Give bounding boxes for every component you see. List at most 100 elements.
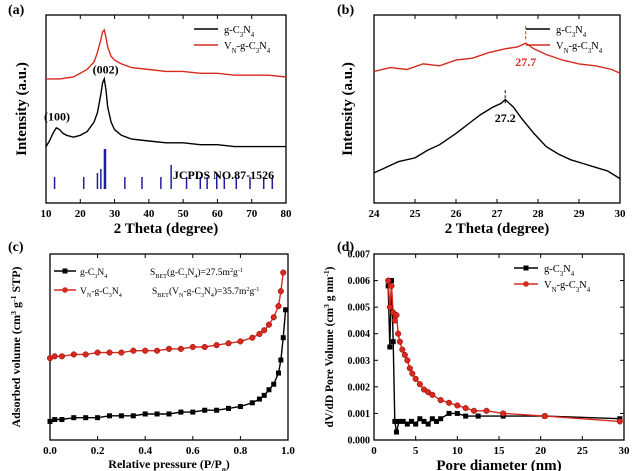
panel-label: (b) <box>337 3 354 18</box>
data-point <box>395 330 402 337</box>
legend-sbet: SBET(g-C3N4)=27.5m2g-1 <box>150 267 243 280</box>
legend-entry: g-C3N4 <box>224 25 255 39</box>
data-point <box>437 397 444 404</box>
data-point <box>265 321 273 328</box>
data-point <box>213 342 220 349</box>
y-tick-label: 0.005 <box>348 303 371 314</box>
data-point <box>275 370 281 376</box>
data-point <box>413 421 419 427</box>
series-line-g-c3n4 <box>373 98 621 180</box>
x-tick-label: 0.0 <box>43 445 57 457</box>
y-tick-label: 0.006 <box>348 276 371 287</box>
y-tick-label: 0.000 <box>348 436 371 447</box>
x-tick-label: 0.2 <box>91 445 105 457</box>
panel-label: (a) <box>8 3 25 18</box>
data-point <box>445 399 453 406</box>
data-point <box>249 334 256 341</box>
data-point <box>434 418 439 424</box>
data-point <box>51 353 58 360</box>
data-point <box>463 413 469 419</box>
x-tick-label: 27 <box>492 208 504 220</box>
x-tick-label: 70 <box>246 208 258 220</box>
data-point <box>82 351 89 358</box>
data-point <box>417 416 423 422</box>
data-point <box>106 349 113 356</box>
data-point <box>154 347 161 354</box>
data-point <box>283 307 289 313</box>
data-point <box>275 303 282 310</box>
x-tick-label: 1.0 <box>281 445 295 457</box>
legend-entry: VN-g-C3N4 <box>224 41 271 55</box>
data-point <box>83 415 89 421</box>
data-point <box>280 335 286 341</box>
data-point <box>483 407 490 414</box>
legend-marker <box>62 287 68 293</box>
data-point <box>118 413 124 419</box>
data-point <box>406 365 413 372</box>
x-tick-label: 20 <box>535 445 547 457</box>
x-tick-label: 30 <box>619 445 631 457</box>
legend-sbet: SBET(VN-g-C3N4)=35.7m2g-1 <box>152 286 259 299</box>
data-point <box>261 327 268 334</box>
data-point <box>429 391 436 398</box>
data-point <box>475 413 481 419</box>
x-tick-label: 40 <box>143 208 155 220</box>
y-tick-label: 0.004 <box>348 329 371 340</box>
data-point <box>256 396 262 402</box>
data-point <box>454 410 460 416</box>
data-point <box>52 417 58 423</box>
data-point <box>454 402 461 409</box>
data-point <box>94 349 101 356</box>
legend-marker <box>62 268 68 274</box>
x-tick-label: 0.8 <box>234 445 248 457</box>
data-point <box>154 411 160 417</box>
legend-marker <box>523 265 529 271</box>
data-point <box>237 404 243 410</box>
legend-entry: VN-g-C3N4 <box>544 280 591 294</box>
data-point <box>470 407 478 414</box>
y-tick-label: 0.002 <box>348 382 371 393</box>
data-point <box>201 343 208 351</box>
data-point <box>270 314 277 321</box>
data-point <box>277 288 284 295</box>
x-tick-label: 28 <box>533 208 545 220</box>
data-point <box>130 347 137 354</box>
peak-marker-label: 27.2 <box>495 111 516 125</box>
panel-label: (d) <box>337 240 354 255</box>
y-axis-label: Intensity (a.u.) <box>14 62 30 156</box>
data-point <box>237 338 244 345</box>
data-point <box>226 405 231 411</box>
series-line-g-c3n4 <box>45 76 286 148</box>
y-tick-label: 0.003 <box>348 356 371 367</box>
x-tick-label: 15 <box>494 445 506 457</box>
data-point <box>393 312 400 319</box>
peak-marker-label: 27.7 <box>515 55 536 69</box>
series-line-g-c3n4 <box>387 280 620 433</box>
panel-a: (a) 10 20 30 40 50 60 70 80 2 Theta (degree) Inten… <box>8 3 292 237</box>
data-point <box>404 357 411 364</box>
x-tick-label: 5 <box>413 445 419 457</box>
data-point <box>189 343 196 351</box>
x-tick-label: 0 <box>371 445 377 457</box>
data-point <box>616 418 623 425</box>
series-line-vn-g-c3n4 <box>46 28 287 80</box>
x-axis-label: Pore diameter (nm) <box>436 458 561 471</box>
x-tick-label: 30 <box>109 208 121 220</box>
data-point <box>541 413 548 420</box>
data-point <box>409 370 416 377</box>
panel-label: (c) <box>8 240 24 255</box>
legend-entry: g-C3N4 <box>80 268 107 280</box>
x-tick-label: 29 <box>574 208 586 220</box>
data-point <box>400 418 406 424</box>
x-tick-label: 10 <box>452 445 464 457</box>
y-axis-label: dV/dD Pore Volume (cm3 g nm-1) <box>322 266 337 427</box>
data-point <box>421 418 427 424</box>
data-point <box>58 353 65 360</box>
data-point <box>386 304 393 311</box>
x-axis-label: 2 Theta (degree) <box>445 221 549 237</box>
data-point <box>401 351 408 359</box>
x-tick-label: 0.4 <box>138 445 152 457</box>
series-line-vn-g-c3n4 <box>49 272 284 359</box>
data-point <box>202 407 208 413</box>
x-axis-label: 2 Theta (degree) <box>114 221 218 237</box>
